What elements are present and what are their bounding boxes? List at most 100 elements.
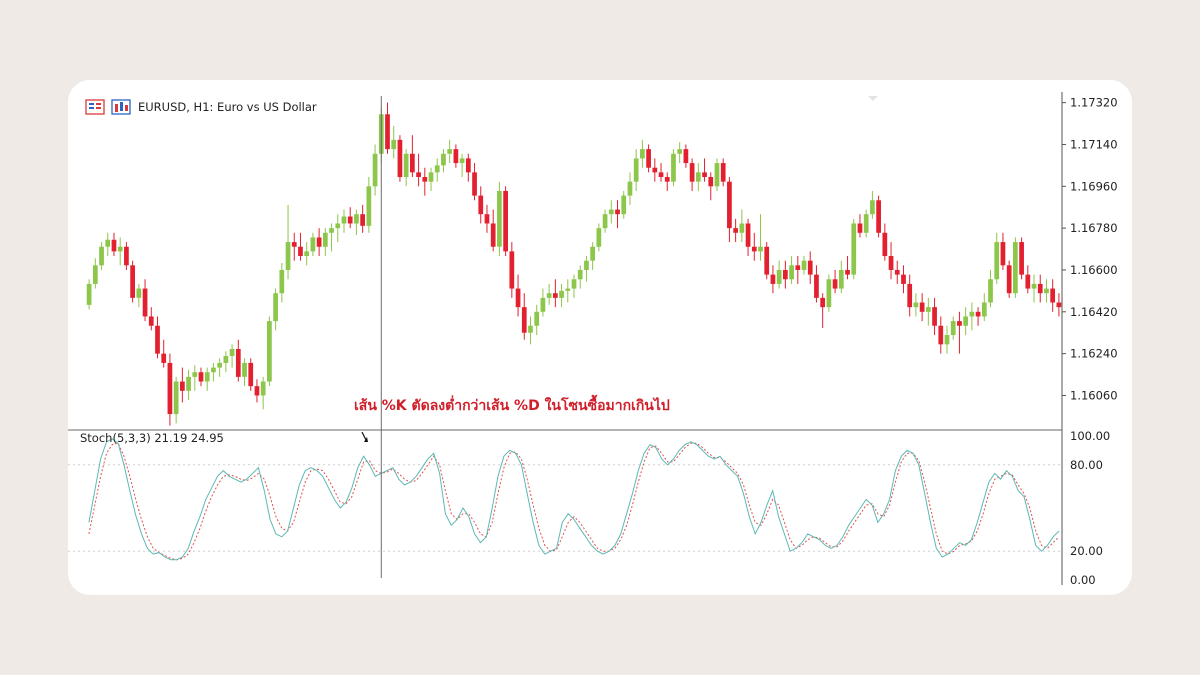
candle — [646, 144, 651, 173]
candle-body — [994, 242, 1000, 280]
candle — [652, 158, 658, 182]
candle-body — [652, 167, 658, 173]
candle-body — [385, 114, 390, 150]
price-tick-label: 1.17320 — [1070, 96, 1118, 110]
candle — [602, 209, 608, 233]
candle — [751, 232, 757, 261]
candle-body — [198, 372, 204, 382]
candle-body — [795, 265, 801, 270]
candle-body — [447, 149, 453, 154]
candle-body — [484, 214, 490, 224]
candle-body — [335, 223, 341, 229]
candle-body — [745, 223, 751, 247]
candle — [503, 186, 508, 257]
candle-body — [403, 153, 409, 178]
price-tick-label: 1.16780 — [1070, 221, 1118, 235]
price-panel — [86, 102, 1062, 426]
candle-body — [658, 172, 664, 178]
candle-body — [888, 256, 894, 270]
candle — [86, 279, 92, 310]
candle-body — [826, 279, 832, 308]
price-tick-label: 1.16060 — [1070, 388, 1118, 402]
bar-list-icon[interactable] — [85, 99, 105, 115]
candle-body — [223, 355, 229, 363]
candle-body — [640, 149, 645, 159]
candle-body — [354, 214, 359, 224]
candle — [621, 190, 627, 219]
candle-body — [807, 260, 813, 275]
candle-body — [229, 348, 235, 356]
candle-body — [845, 269, 850, 275]
candle — [298, 232, 303, 261]
candle — [863, 209, 869, 238]
candle — [720, 158, 726, 187]
candle-body — [789, 265, 794, 280]
candle — [279, 263, 285, 303]
candle — [577, 265, 583, 289]
candle-body — [248, 362, 254, 387]
candle-body — [708, 177, 714, 187]
candle — [111, 232, 117, 257]
candle — [770, 265, 776, 294]
candle — [291, 232, 297, 261]
candle — [776, 260, 782, 289]
candle — [99, 242, 104, 270]
candle-body — [204, 372, 210, 382]
candle-body — [801, 260, 807, 270]
candle-body — [211, 367, 216, 373]
candle-body — [733, 228, 738, 233]
candle-body — [167, 362, 173, 415]
candle — [528, 316, 533, 345]
candle — [484, 204, 490, 233]
candle-body — [988, 279, 993, 303]
candle-body — [689, 163, 695, 182]
chart-type-icon[interactable] — [111, 99, 131, 115]
candle — [260, 376, 266, 410]
chart-title: EURUSD, H1: Euro vs US Dollar — [138, 100, 317, 114]
candle — [254, 379, 260, 403]
candle-body — [509, 251, 515, 289]
candle-body — [751, 246, 757, 252]
candle — [223, 351, 229, 373]
candle-body — [646, 149, 651, 168]
candle — [453, 144, 459, 168]
candle-body — [764, 246, 770, 275]
candle — [478, 186, 484, 224]
candle-body — [192, 372, 198, 377]
candle-body — [285, 242, 291, 270]
candle — [322, 228, 328, 257]
candle — [534, 304, 540, 336]
candle — [882, 223, 888, 261]
candle-body — [552, 293, 558, 298]
price-tick-label: 1.16960 — [1070, 179, 1118, 193]
candle-body — [478, 195, 484, 215]
chart-canvas[interactable]: EURUSD, H1: Euro vs US Dollar 1.17320 1.1… — [68, 80, 1132, 595]
candle — [845, 256, 850, 280]
candle — [397, 135, 403, 182]
candle — [347, 207, 353, 229]
candle — [677, 142, 683, 164]
candle-body — [465, 158, 471, 173]
candle-body — [111, 239, 117, 252]
candle — [957, 311, 962, 354]
candle-body — [590, 246, 596, 261]
candle — [807, 251, 813, 284]
candle-body — [186, 376, 191, 391]
candle — [422, 167, 428, 196]
chart-shift-marker[interactable] — [868, 96, 878, 101]
stoch-k-line — [88, 438, 1060, 561]
candle — [1025, 265, 1031, 294]
candle — [304, 242, 310, 266]
candle-body — [260, 381, 266, 396]
candle — [932, 297, 937, 336]
candle — [814, 265, 819, 303]
candle — [727, 177, 732, 243]
candle-body — [217, 362, 223, 368]
candle-body — [148, 316, 154, 326]
candle — [235, 339, 241, 382]
price-tick-label: 1.17140 — [1070, 137, 1118, 151]
candle — [633, 149, 639, 191]
candle-body — [1056, 302, 1062, 308]
candle-body — [304, 251, 310, 257]
candle — [285, 204, 291, 280]
